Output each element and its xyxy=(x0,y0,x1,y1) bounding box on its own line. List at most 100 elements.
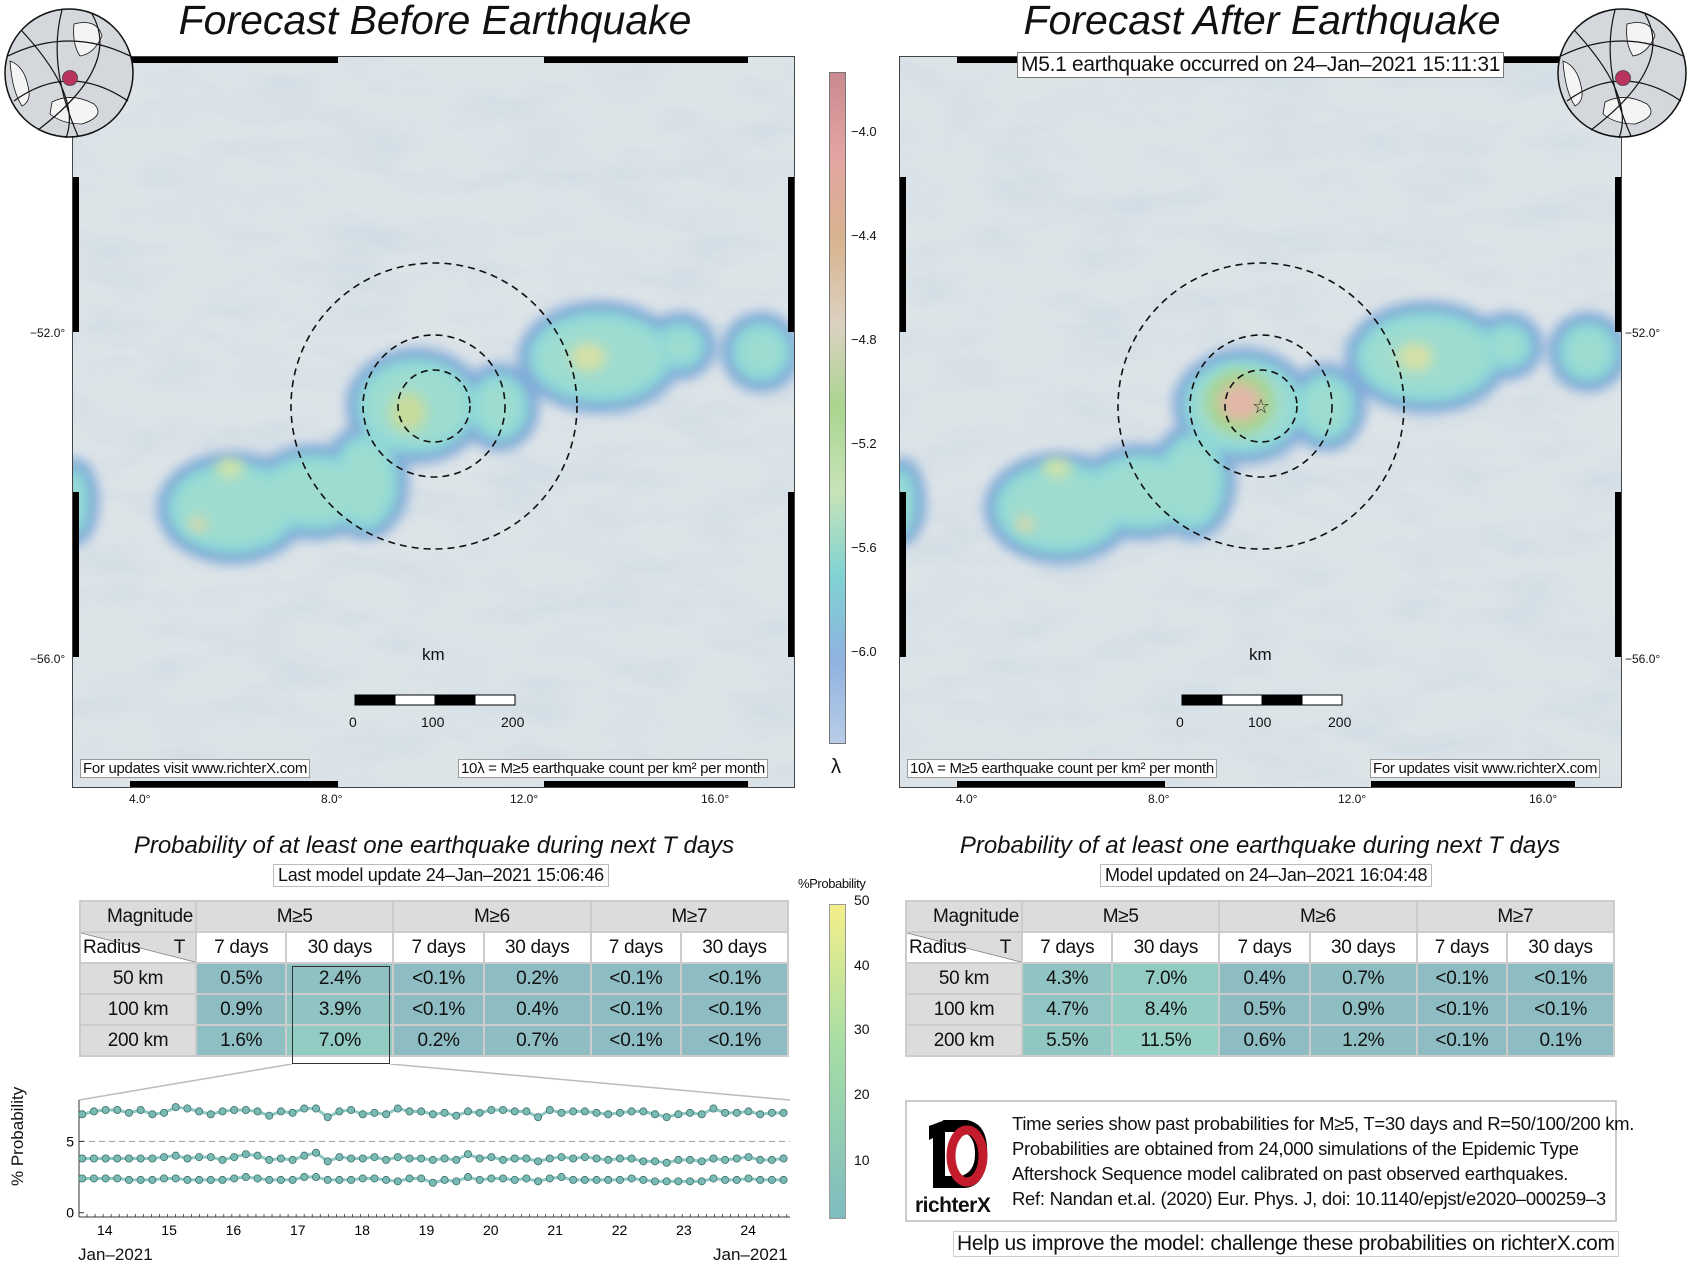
colorbar-tick: 50 xyxy=(854,892,870,908)
seismicity-blob xyxy=(1568,332,1608,372)
data-point xyxy=(580,1107,589,1116)
data-point xyxy=(475,1108,484,1117)
challenge-link[interactable]: Help us improve the model: challenge the… xyxy=(953,1231,1619,1257)
data-point xyxy=(218,1155,227,1164)
graticule-line xyxy=(56,9,79,137)
left-table-title: Probability of at least one earthquake d… xyxy=(133,832,735,859)
data-point xyxy=(241,1173,250,1182)
data-point xyxy=(347,1175,356,1184)
magnitude-header: M≥5 xyxy=(194,900,395,933)
scale-bar-segment xyxy=(1261,694,1303,706)
data-point xyxy=(241,1105,250,1114)
zoom-connector xyxy=(79,1064,791,1101)
probability-cell: <0.1% xyxy=(680,962,789,995)
data-point xyxy=(580,1153,589,1162)
data-point xyxy=(113,1105,122,1114)
y-tick-label: 5 xyxy=(66,1133,74,1149)
colorbar-tick: −4.4 xyxy=(851,228,877,243)
selected-column-highlight xyxy=(292,966,390,1064)
t-label: T xyxy=(999,937,1012,958)
data-point xyxy=(592,1175,601,1184)
right-forecast-map[interactable]: ☆ xyxy=(899,56,1622,788)
data-point xyxy=(522,1107,531,1116)
data-point xyxy=(183,1104,192,1113)
data-point xyxy=(650,1177,659,1186)
hotspot xyxy=(189,516,207,532)
x-tick-label: 19 xyxy=(419,1222,435,1238)
data-point xyxy=(288,1108,297,1117)
data-point xyxy=(195,1153,204,1162)
graticule-line xyxy=(1609,9,1632,137)
data-point xyxy=(487,1153,496,1162)
seismicity-blob xyxy=(741,332,781,372)
continent xyxy=(73,22,103,57)
data-point xyxy=(276,1107,285,1116)
corner-radius-t: Radius T xyxy=(79,931,197,964)
data-point xyxy=(557,1173,566,1182)
data-point xyxy=(288,1155,297,1164)
probability-cell: <0.1% xyxy=(1506,962,1615,995)
probability-cell: 0.1% xyxy=(1506,1024,1615,1057)
graticule-line xyxy=(37,13,101,131)
radius-label: Radius xyxy=(83,937,141,958)
data-point xyxy=(475,1175,484,1184)
data-point xyxy=(475,1154,484,1163)
data-point xyxy=(627,1154,636,1163)
info-box: richterX Time series show past probabili… xyxy=(905,1100,1634,1222)
lat-label: −52.0° xyxy=(1625,326,1661,340)
data-point xyxy=(534,1113,543,1122)
lon-label: 12.0° xyxy=(1338,792,1367,806)
earthquake-event-note: M5.1 earthquake occurred on 24–Jan–2021 … xyxy=(1017,52,1505,78)
data-point xyxy=(335,1107,344,1116)
radius-cell: 100 km xyxy=(905,993,1023,1026)
radius-label: Radius xyxy=(909,937,967,958)
data-point xyxy=(779,1154,788,1163)
data-point xyxy=(171,1174,180,1183)
y-axis-label: % Probability xyxy=(8,1086,27,1186)
data-point xyxy=(206,1175,215,1184)
probability-cell: 0.5% xyxy=(194,962,288,995)
data-point xyxy=(195,1175,204,1184)
data-point xyxy=(487,1174,496,1183)
right-map-title: Forecast After Earthquake xyxy=(1023,0,1501,43)
data-point xyxy=(674,1155,683,1164)
data-point xyxy=(382,1110,391,1119)
location-marker xyxy=(1615,70,1631,86)
data-point xyxy=(335,1153,344,1162)
seismicity-blob xyxy=(479,383,519,431)
data-point xyxy=(253,1107,262,1116)
data-point xyxy=(627,1107,636,1116)
scale-tick: 200 xyxy=(1328,714,1352,730)
data-point xyxy=(615,1108,624,1117)
data-point xyxy=(674,1110,683,1119)
left-forecast-map[interactable] xyxy=(72,56,795,788)
scale-bar-segment xyxy=(1221,694,1263,706)
data-point xyxy=(358,1174,367,1183)
data-point xyxy=(405,1107,414,1116)
data-point xyxy=(440,1108,449,1117)
data-point xyxy=(709,1174,718,1183)
data-point xyxy=(452,1177,461,1186)
data-point xyxy=(545,1154,554,1163)
t-label: T xyxy=(173,937,186,958)
data-point xyxy=(218,1175,227,1184)
data-point xyxy=(417,1154,426,1163)
lon-label: 8.0° xyxy=(321,792,343,806)
probability-cell: 0.7% xyxy=(482,1024,592,1057)
data-point xyxy=(300,1151,309,1160)
probability-cell: 1.6% xyxy=(194,1024,288,1057)
data-point xyxy=(78,1154,87,1163)
data-point xyxy=(721,1175,730,1184)
data-point xyxy=(148,1154,157,1163)
data-point xyxy=(510,1107,519,1116)
frame-tick xyxy=(130,781,338,787)
corner-magnitude: Magnitude xyxy=(79,900,197,933)
data-point xyxy=(311,1104,320,1113)
graticule-line xyxy=(1560,40,1684,57)
probability-cell: <0.1% xyxy=(680,1024,789,1057)
magnitude-header: M≥7 xyxy=(1415,900,1616,933)
data-point xyxy=(101,1154,110,1163)
data-point xyxy=(767,1155,776,1164)
radius-circle xyxy=(290,262,578,550)
probability-cell: <0.1% xyxy=(589,993,683,1026)
